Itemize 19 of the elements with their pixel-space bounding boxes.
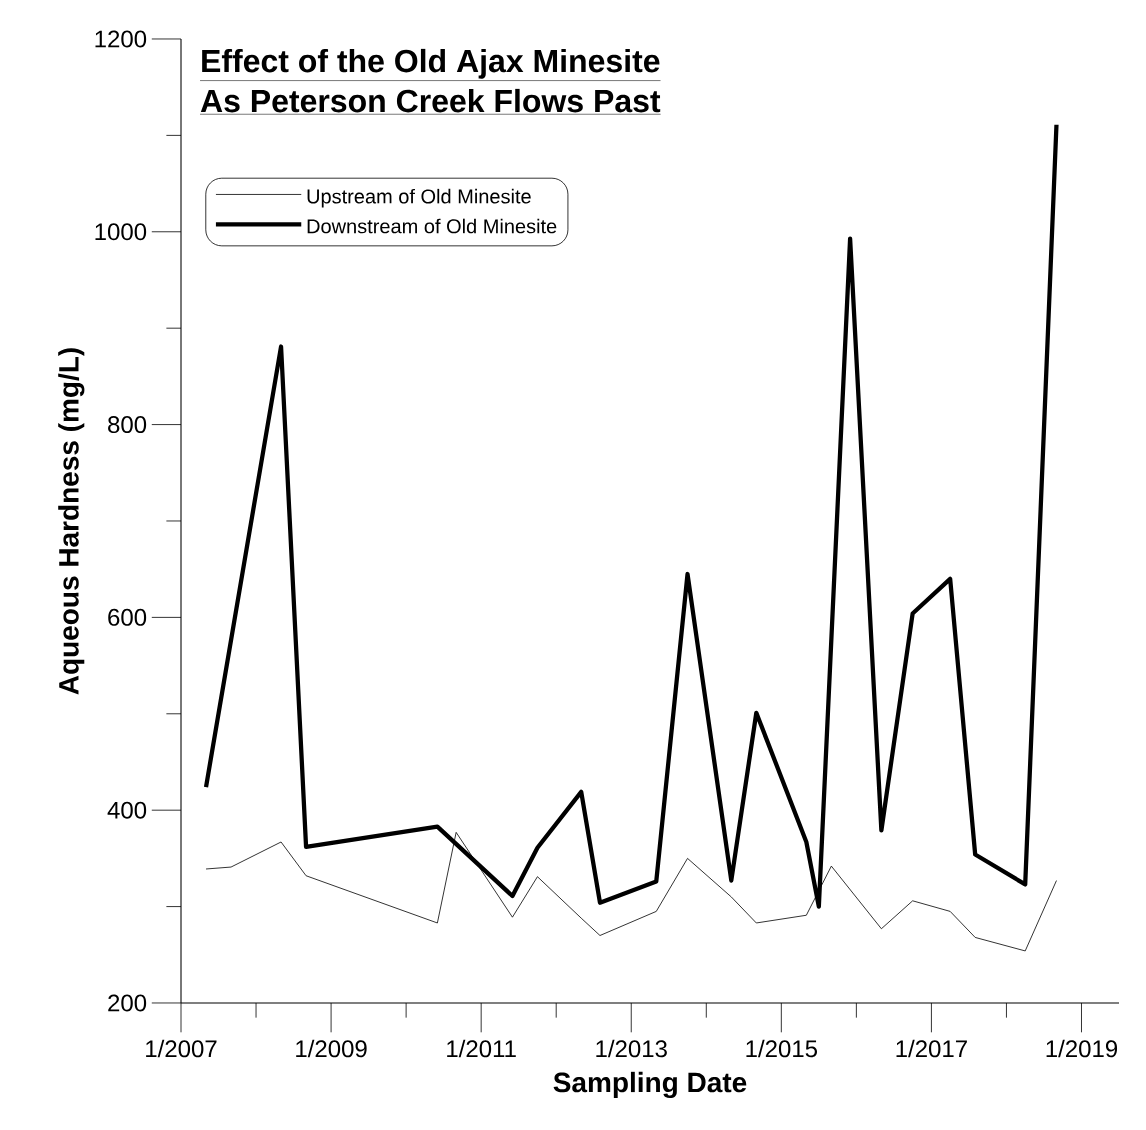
y-tick-label: 200 bbox=[108, 994, 147, 1012]
y-tick-label: 800 bbox=[108, 416, 147, 434]
x-tick-label: 1/2009 bbox=[296, 1039, 367, 1058]
y-tick-label: 1000 bbox=[95, 223, 147, 241]
text: As Peterson Creek Flows Past bbox=[200, 88, 661, 113]
y-tick-label: 600 bbox=[108, 608, 147, 626]
y-tick-label: 400 bbox=[107, 801, 147, 819]
x-tick-label: 1/2017 bbox=[896, 1039, 967, 1058]
x-tick-label: 1/2013 bbox=[596, 1039, 667, 1058]
x-tick-label: 1/2007 bbox=[146, 1039, 217, 1058]
y-tick-label: 1200 bbox=[95, 30, 147, 48]
legend-label: Downstream of Old Minesite bbox=[307, 218, 557, 234]
x-axis-title: Sampling Date bbox=[553, 1071, 747, 1099]
legend-label: Upstream of Old Minesite bbox=[307, 188, 531, 208]
chart-title: Effect of the Old Ajax Minesite bbox=[202, 48, 660, 79]
x-tick-label: 1/2019 bbox=[1046, 1039, 1118, 1058]
x-tick-label: 1/2011 bbox=[447, 1039, 516, 1058]
y-axis-title: Aqueous Hardness (mg/L) bbox=[58, 348, 85, 695]
x-tick-label: 1/2015 bbox=[746, 1039, 818, 1058]
